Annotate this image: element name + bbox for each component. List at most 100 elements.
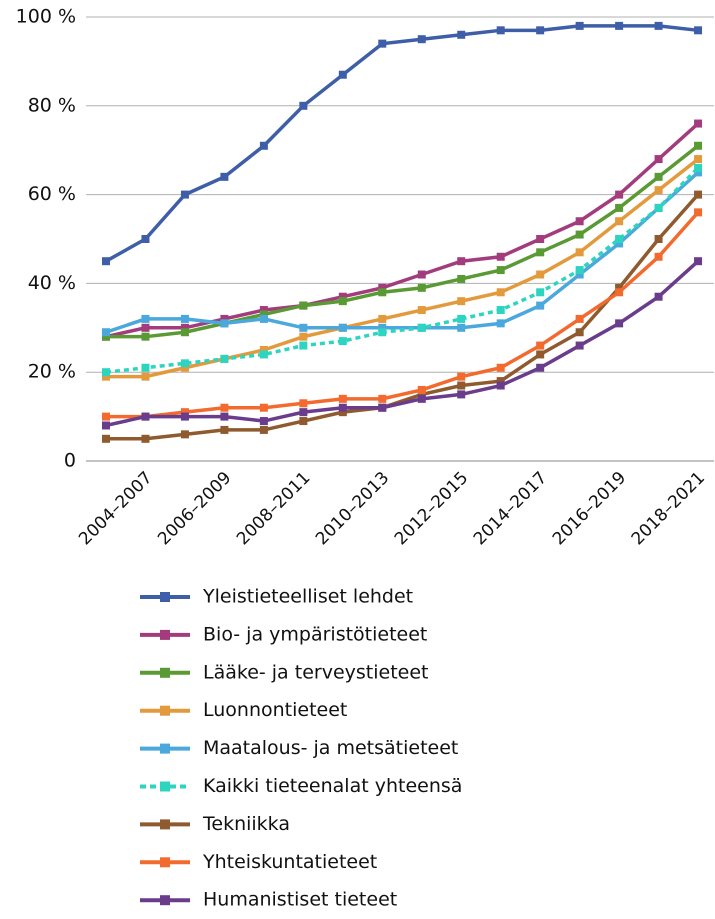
legend-marker [160, 629, 170, 640]
point [378, 323, 387, 332]
point [536, 350, 545, 359]
point [654, 235, 663, 243]
point [299, 399, 308, 408]
point [180, 363, 189, 372]
point [338, 394, 347, 403]
point [575, 314, 584, 323]
point [102, 328, 110, 337]
point [180, 323, 189, 332]
legend-label: Luonnontieteet [203, 699, 347, 721]
point [141, 235, 150, 243]
legend-label: Tekniikka [202, 813, 290, 835]
point [575, 217, 584, 226]
point [378, 283, 387, 292]
x-tick-label: 2010–2013 [312, 468, 393, 549]
point [694, 155, 703, 164]
y-tick-label: 20 % [28, 361, 76, 383]
series-line [105, 24, 699, 263]
legend-marker [160, 819, 170, 830]
point [417, 323, 426, 332]
point [102, 421, 110, 430]
point [417, 270, 426, 279]
point [141, 323, 150, 332]
point [615, 319, 624, 328]
point [615, 203, 624, 212]
point [378, 39, 387, 48]
point [299, 332, 308, 341]
point [102, 372, 110, 381]
point [694, 208, 703, 217]
point [417, 283, 426, 292]
legend-label: Yleistieteelliset lehdet [202, 586, 413, 608]
series-line [105, 122, 700, 339]
point [615, 239, 624, 248]
point [102, 257, 110, 266]
point [496, 363, 505, 372]
point [338, 403, 347, 412]
point [654, 155, 663, 164]
point [536, 26, 545, 35]
x-tick-label: 2008–2011 [233, 468, 314, 549]
point [457, 30, 466, 39]
point [496, 319, 505, 328]
point [654, 21, 663, 30]
legend-marker [160, 705, 170, 716]
point [457, 314, 466, 323]
point [457, 323, 466, 332]
point [457, 297, 466, 306]
point [102, 332, 110, 341]
point [259, 314, 268, 323]
point [536, 288, 545, 297]
legend-label: Bio- ja ympäristötieteet [203, 623, 427, 645]
point [299, 341, 308, 350]
point [536, 270, 545, 279]
point [141, 372, 150, 381]
legend-marker [160, 592, 170, 602]
point [496, 377, 505, 386]
series-line [106, 211, 700, 419]
point [694, 163, 703, 172]
x-tick-label: 2016–2019 [549, 468, 630, 549]
point [536, 235, 545, 243]
legend-label: Lääke- ja terveystieteet [203, 661, 428, 683]
point [536, 341, 545, 350]
point [141, 434, 150, 443]
point [536, 301, 545, 310]
legend-marker [160, 743, 170, 754]
point [259, 350, 268, 359]
x-tick-label: 2018–2021 [628, 468, 709, 549]
point [457, 274, 466, 283]
point [338, 337, 347, 346]
x-tick-label: 2014–2017 [470, 468, 551, 549]
point [338, 323, 347, 332]
point [338, 70, 347, 79]
point [654, 203, 663, 212]
point [615, 288, 624, 297]
point [417, 385, 426, 394]
point [615, 217, 624, 226]
point [299, 323, 308, 332]
legend-label: Humanistiset tieteet [203, 889, 397, 911]
point [180, 430, 189, 439]
point [299, 408, 308, 417]
point [259, 306, 268, 315]
point [457, 390, 466, 399]
point [141, 363, 150, 372]
point [694, 141, 703, 150]
point [180, 412, 189, 421]
point [575, 266, 584, 275]
point [694, 26, 703, 35]
series-line [105, 259, 700, 428]
point [259, 425, 268, 434]
point [457, 257, 466, 266]
point [417, 394, 426, 403]
y-tick-label: 40 % [28, 272, 76, 294]
point [417, 35, 426, 44]
point [575, 341, 584, 350]
point [220, 314, 229, 323]
point [654, 252, 663, 261]
x-tick-label: 2006–2009 [154, 468, 235, 549]
point [575, 328, 584, 337]
point [417, 390, 426, 399]
point [654, 172, 663, 181]
